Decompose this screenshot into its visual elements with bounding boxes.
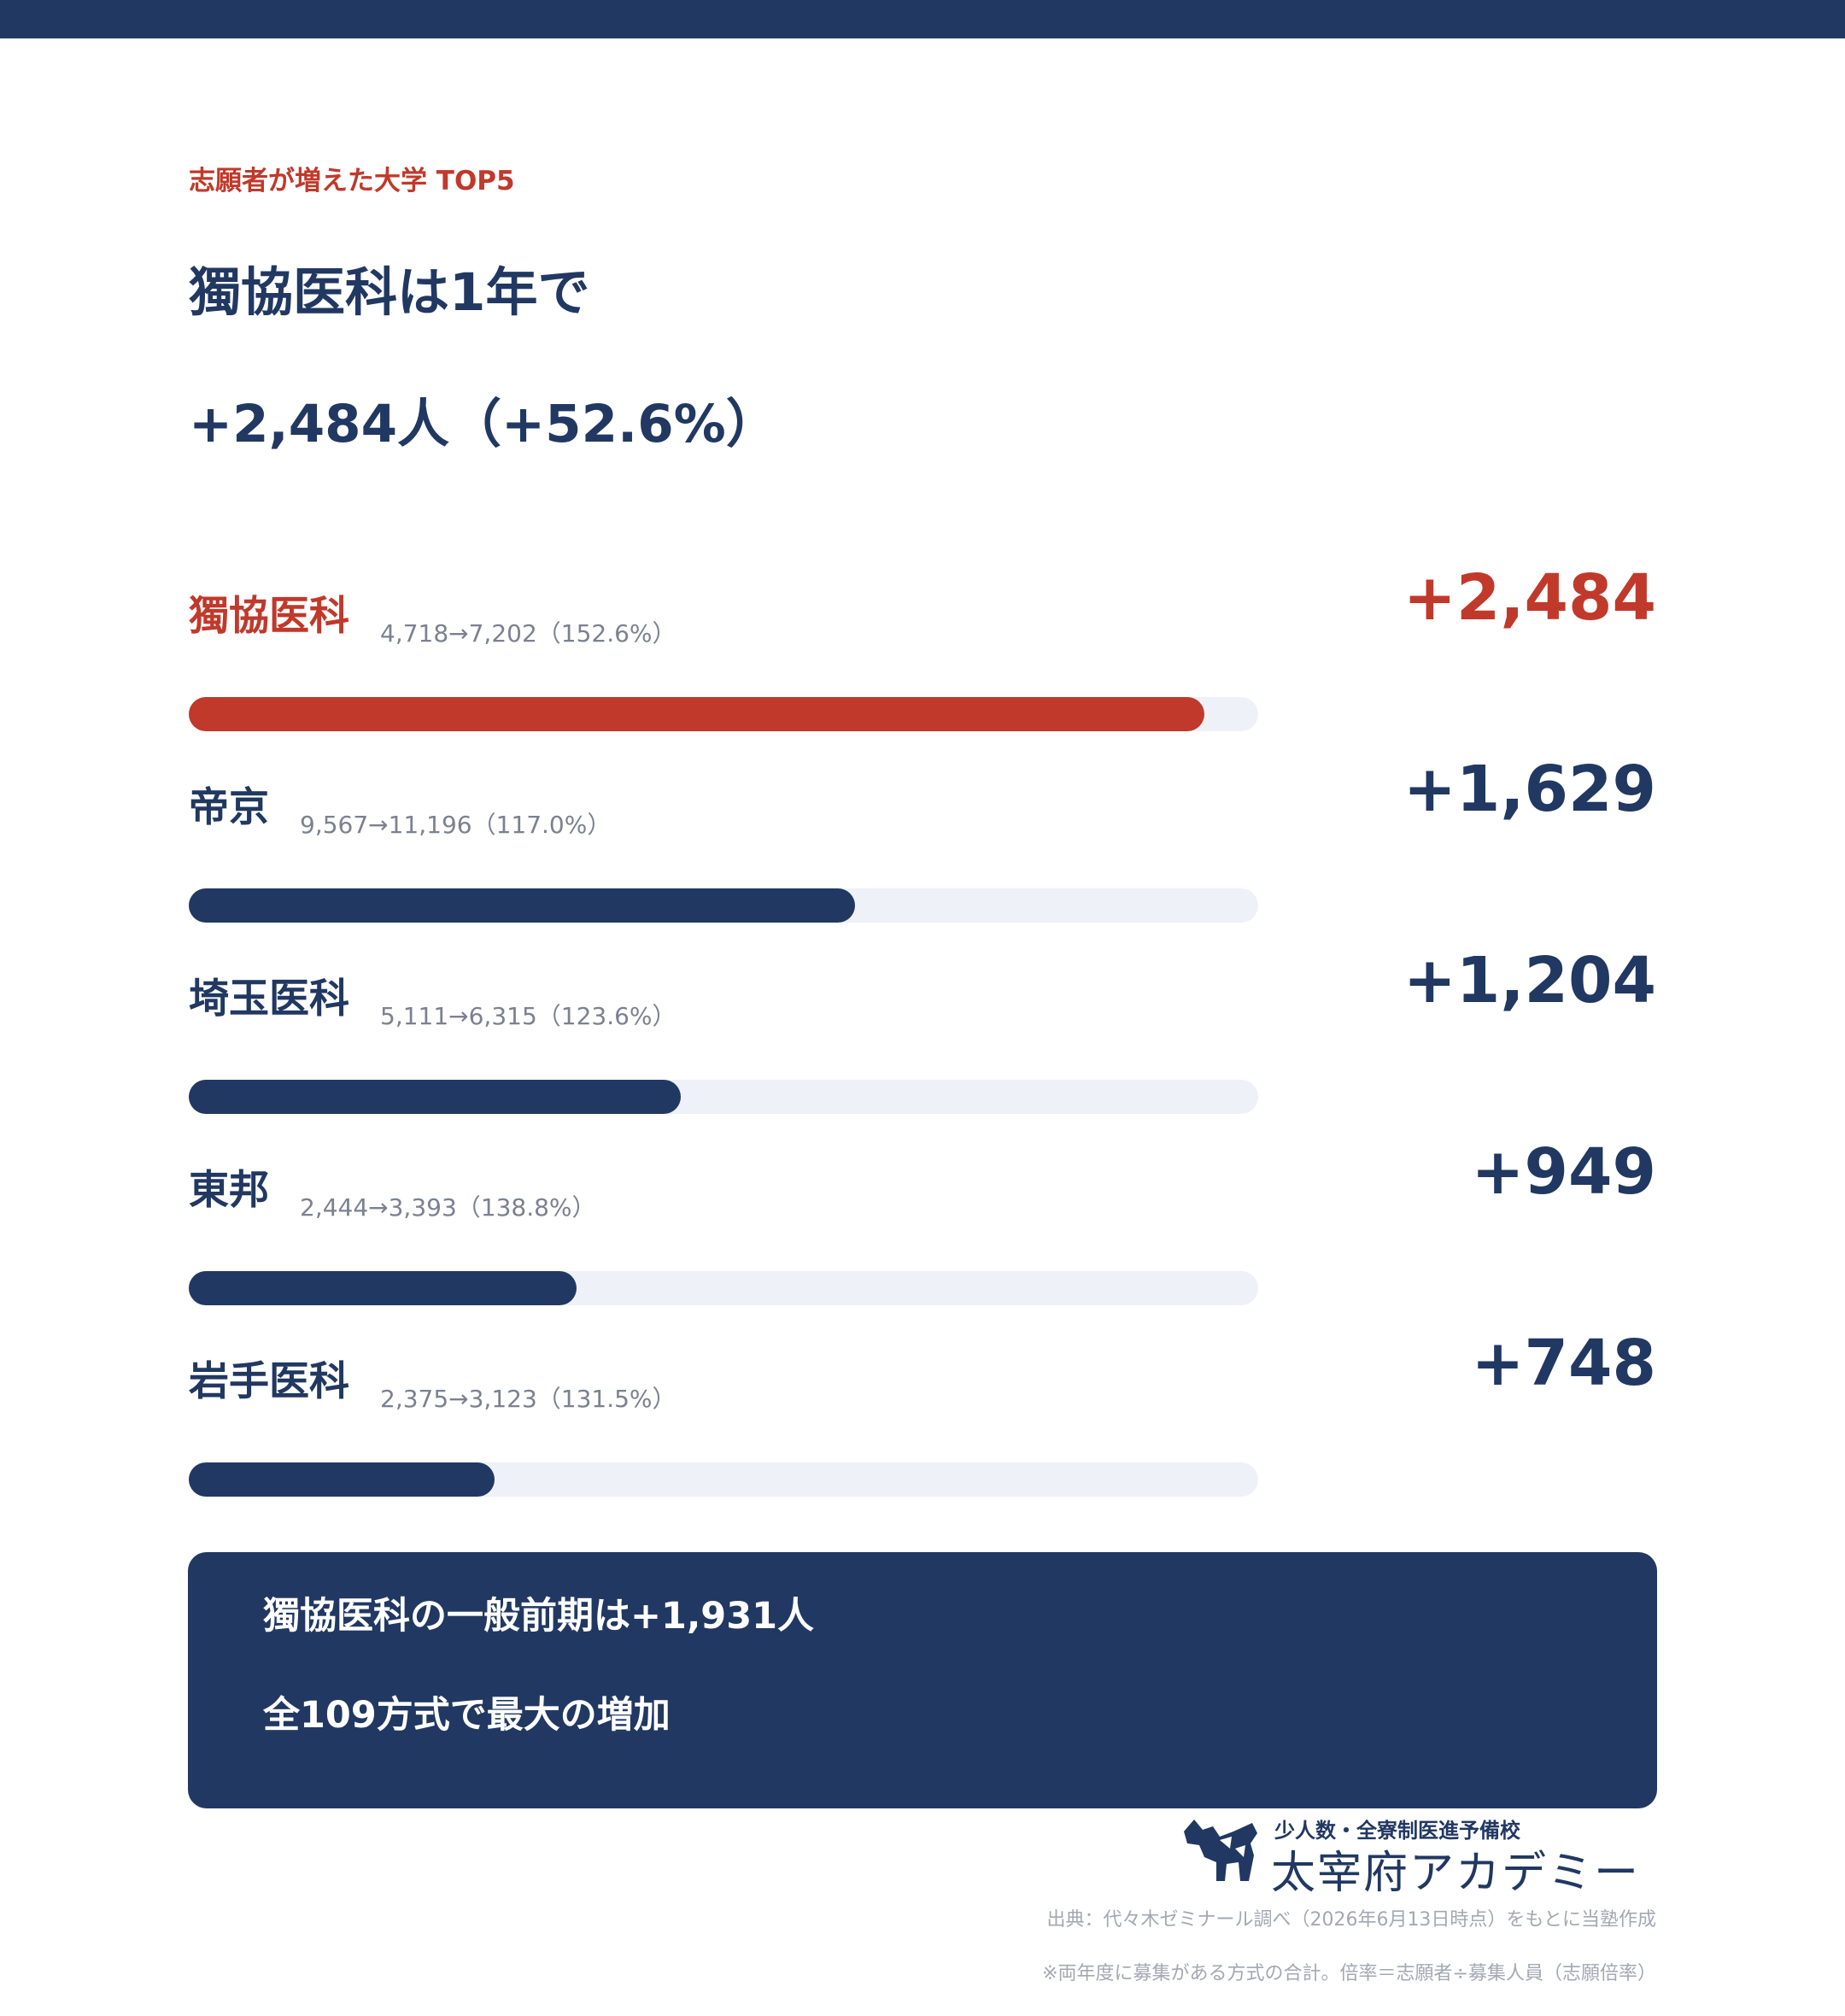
change-detail-label: 5,111→6,315（123.6%） [380,1002,676,1030]
bar [189,1462,495,1497]
value-label: +748 [1471,1327,1656,1400]
category-label: 東邦 [189,1167,269,1214]
change-detail-label: 2,444→3,393（138.8%） [300,1193,596,1222]
value-label: +1,629 [1403,753,1656,826]
value-label: +1,204 [1403,944,1656,1017]
headline-line-2: +2,484人（+52.6%） [189,394,778,454]
category-label: 獨協医科 [189,593,349,640]
category-label: 岩手医科 [189,1358,349,1405]
change-detail-label: 4,718→7,202（152.6%） [380,619,676,648]
bar-track [189,1080,1258,1114]
callout-box: 獨協医科の一般前期は+1,931人 全109方式で最大の増加 [188,1552,1657,1808]
source-note: 出典：代々木ゼミナール調べ（2026年6月13日時点）をもとに当塾作成 [1046,1909,1656,1931]
category-label: 埼玉医科 [189,976,349,1023]
bar [189,888,855,923]
top-accent-bar [0,0,1845,38]
logo-tagline: 少人数・全寮制医進予備校 [1274,1818,1520,1843]
logo-brand-name: 太宰府アカデミー [1271,1848,1641,1899]
value-label: +2,484 [1403,561,1656,635]
bar-row: 帝京 9,567→11,196（117.0%） +1,629 [189,753,1656,946]
bar [189,1271,577,1305]
change-detail-label: 9,567→11,196（117.0%） [300,811,612,839]
change-detail-label: 2,375→3,123（131.5%） [380,1385,676,1413]
bar-track [189,1271,1258,1305]
bar-track [189,697,1258,731]
value-label: +949 [1471,1135,1656,1209]
bar [189,697,1204,731]
brand-logo: 少人数・全寮制医進予備校 太宰府アカデミー [1179,1811,1657,1899]
footnote: ※両年度に募集がある方式の合計。倍率＝志願者÷募集人員（志願倍率） [1042,1963,1656,1984]
bar-row: 東邦 2,444→3,393（138.8%） +949 [189,1135,1656,1329]
callout-line-1: 獨協医科の一般前期は+1,931人 [263,1595,815,1638]
bar [189,1080,681,1114]
bar-row: 獨協医科 4,718→7,202（152.6%） +2,484 [189,561,1656,755]
dog-mascot-icon [1184,1820,1257,1881]
headline-line-1: 獨協医科は1年で [189,262,590,323]
bar-row: 岩手医科 2,375→3,123（131.5%） +748 [189,1327,1656,1521]
category-label: 帝京 [189,784,269,831]
bar-track [189,1462,1258,1497]
callout-line-2: 全109方式で最大の増加 [263,1694,671,1737]
bar-track [189,888,1258,923]
eyebrow-title: 志願者が増えた大学 TOP5 [189,166,515,196]
bar-row: 埼玉医科 5,111→6,315（123.6%） +1,204 [189,946,1656,1138]
